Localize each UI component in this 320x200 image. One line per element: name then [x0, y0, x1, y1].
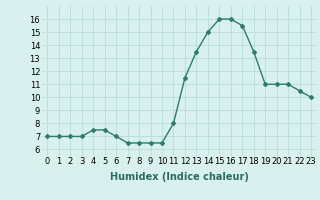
X-axis label: Humidex (Indice chaleur): Humidex (Indice chaleur)	[110, 172, 249, 182]
